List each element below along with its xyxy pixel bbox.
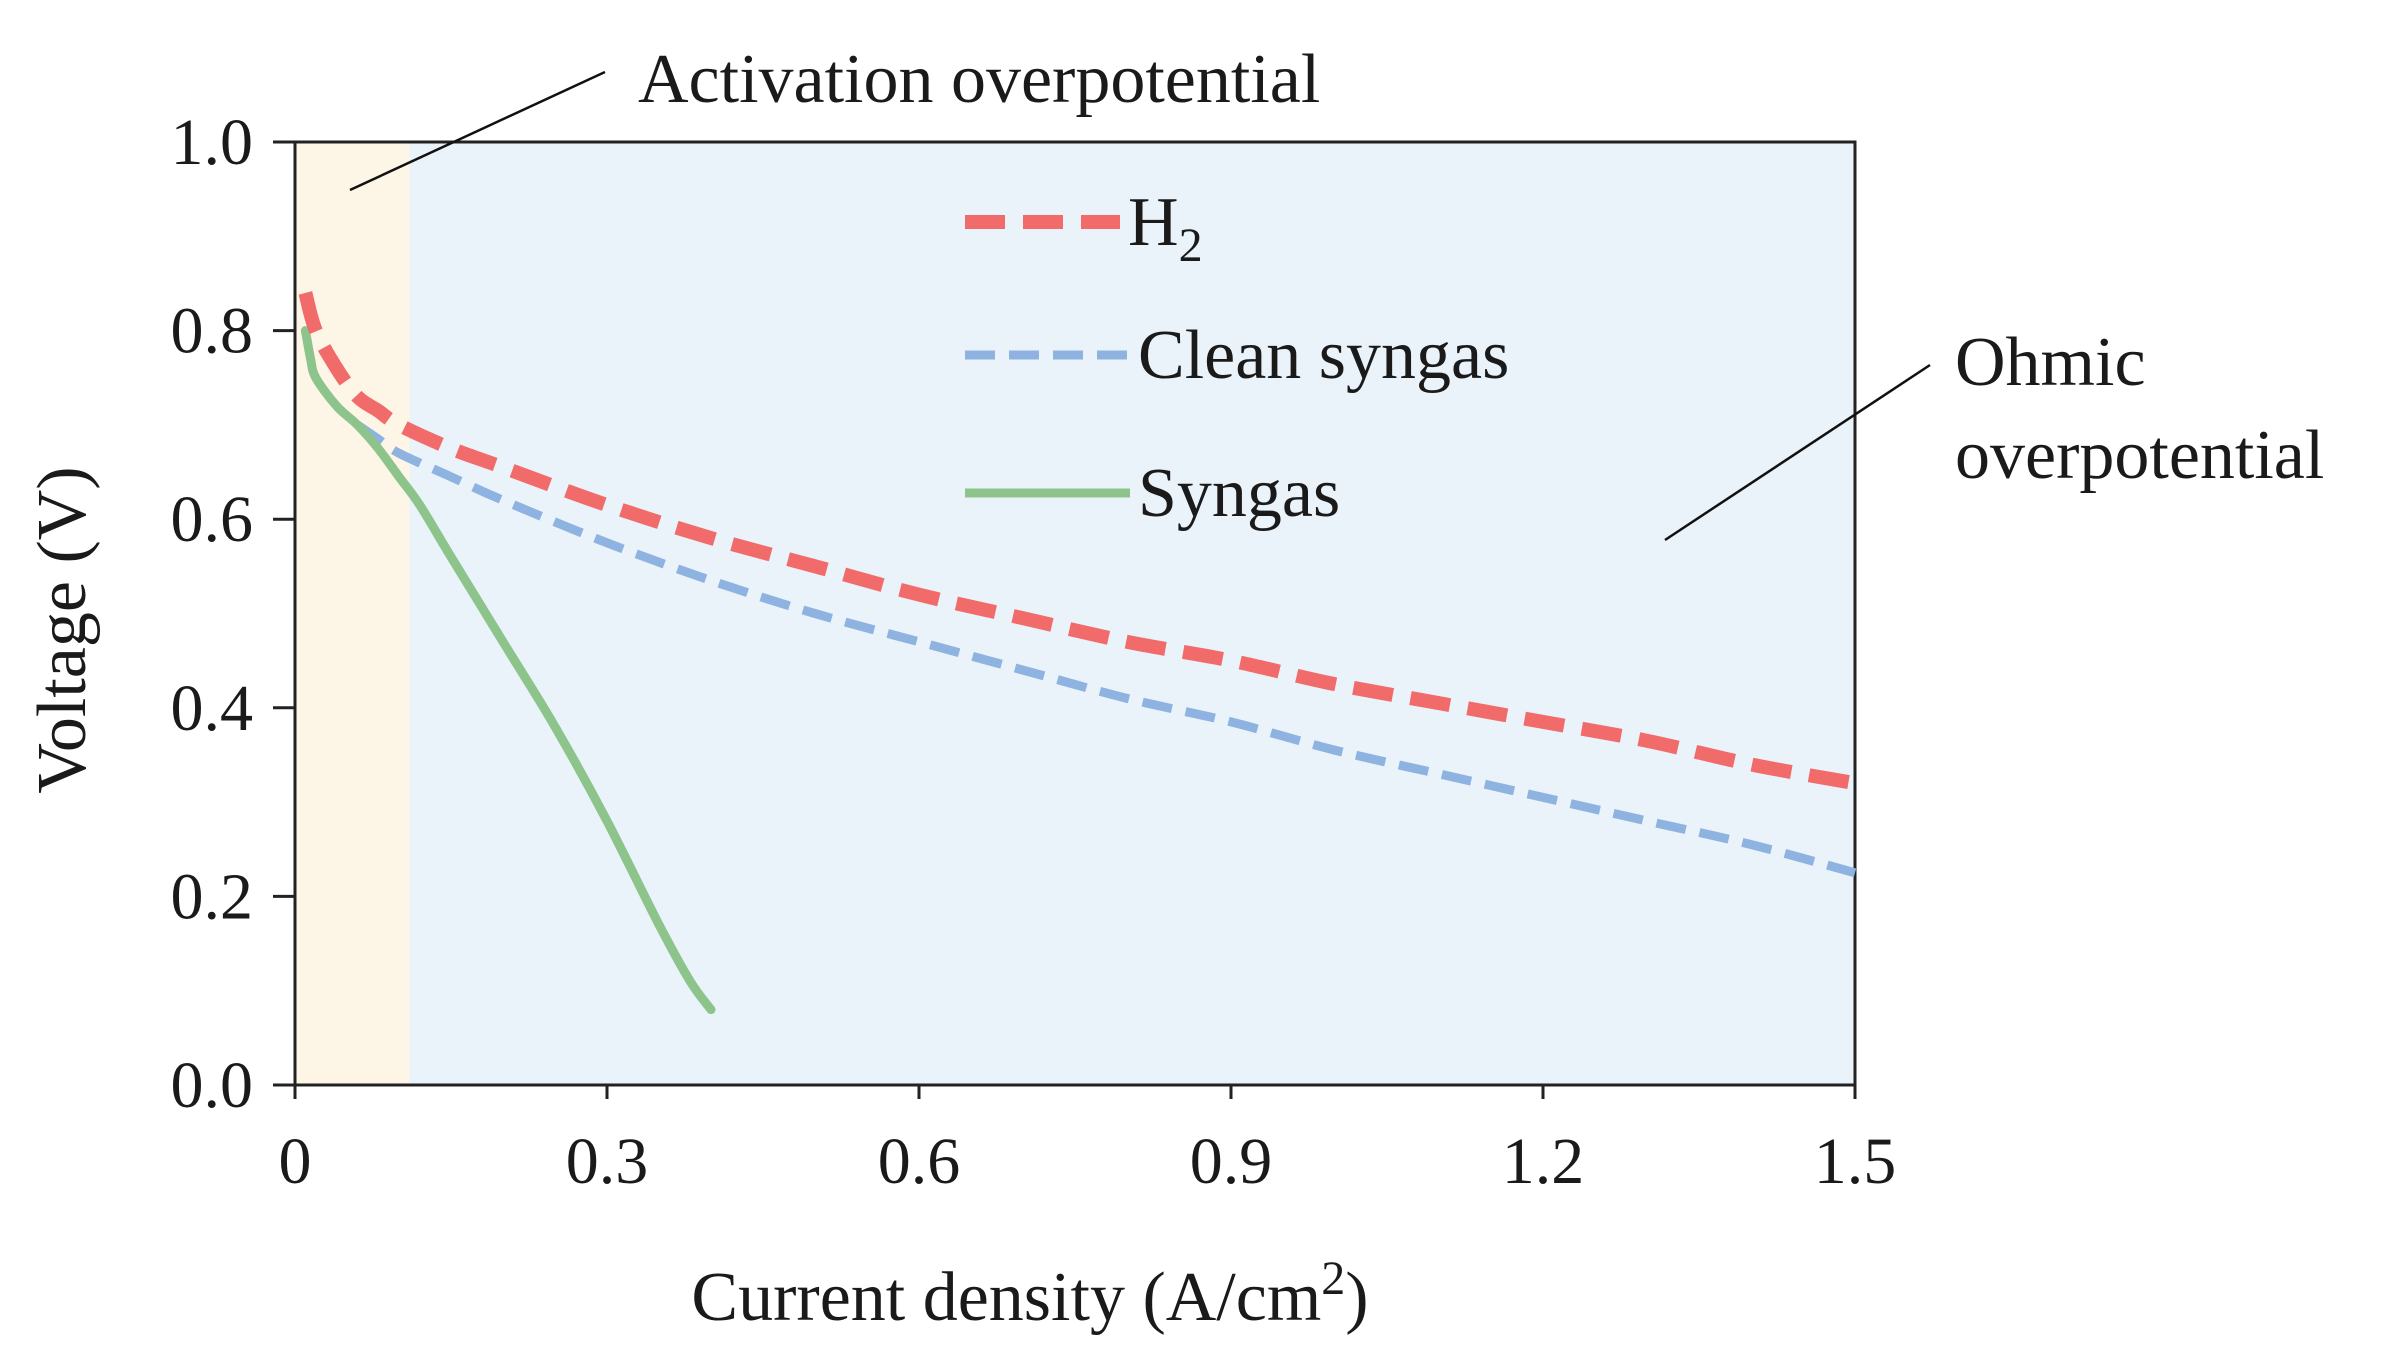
legend: H2 Clean syngas Syngas bbox=[965, 184, 1509, 532]
ohmic-pointer-line bbox=[1664, 363, 1931, 542]
x-tick-label: 0.6 bbox=[878, 1125, 961, 1198]
y-axis-title: Voltage (V) bbox=[24, 466, 101, 793]
legend-label-clean-syngas: Clean syngas bbox=[1138, 317, 1509, 394]
x-tick-label: 0 bbox=[279, 1125, 312, 1198]
legend-label-syngas: Syngas bbox=[1138, 455, 1340, 532]
x-axis-title: Current density (A/cm2) bbox=[691, 1252, 1368, 1336]
y-tick-label: 0.6 bbox=[171, 483, 254, 556]
y-tick-label: 0.8 bbox=[171, 295, 254, 368]
axis-ticks: 0 0.3 0.6 0.9 1.2 1.5 0.0 0.2 0.4 0.6 0.8 1.0 bbox=[171, 106, 1897, 1198]
series-h2-line bbox=[298, 291, 1857, 791]
x-tick-label: 0.3 bbox=[566, 1125, 649, 1198]
activation-region bbox=[295, 142, 410, 1085]
x-tick-label: 1.2 bbox=[1502, 1125, 1585, 1198]
series-clean-syngas-line bbox=[354, 421, 1857, 878]
ohmic-region bbox=[409, 142, 1855, 1085]
activation-pointer-line bbox=[349, 70, 606, 192]
x-tick-label: 1.5 bbox=[1814, 1125, 1897, 1198]
legend-label-h2: H2 bbox=[1128, 184, 1203, 272]
y-tick-label: 1.0 bbox=[171, 106, 254, 179]
series-syngas-line bbox=[300, 326, 716, 1015]
ohmic-annotation-line2: overpotential bbox=[1955, 417, 2324, 494]
activation-annotation: Activation overpotential bbox=[638, 41, 1320, 118]
x-tick-label: 0.9 bbox=[1190, 1125, 1273, 1198]
y-tick-label: 0.4 bbox=[171, 672, 254, 745]
series-layer bbox=[298, 291, 1857, 1015]
y-tick-label: 0.0 bbox=[171, 1049, 254, 1122]
y-tick-label: 0.2 bbox=[171, 860, 254, 933]
ohmic-annotation-line1: Ohmic bbox=[1955, 324, 2146, 401]
